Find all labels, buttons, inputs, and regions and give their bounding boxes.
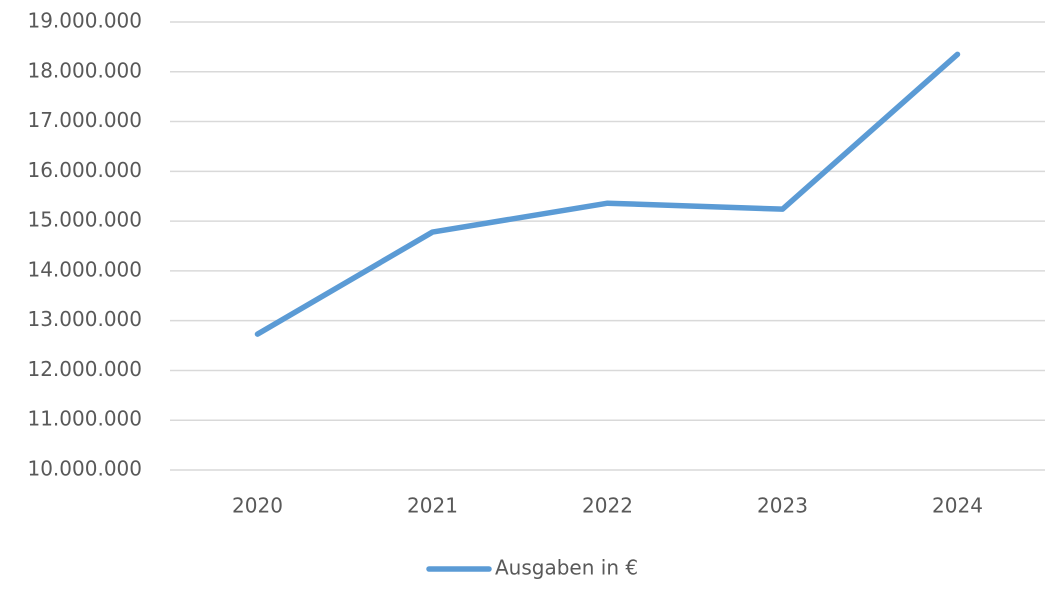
y-tick-label: 13.000.000 <box>27 307 142 331</box>
y-tick-label: 16.000.000 <box>27 158 142 182</box>
x-tick-label: 2024 <box>932 494 983 518</box>
y-tick-label: 19.000.000 <box>27 9 142 33</box>
y-tick-label: 15.000.000 <box>27 208 142 232</box>
y-tick-label: 17.000.000 <box>27 108 142 132</box>
x-tick-label: 2023 <box>757 494 808 518</box>
x-tick-label: 2020 <box>232 494 283 518</box>
y-tick-label: 11.000.000 <box>27 407 142 431</box>
data-line <box>254 51 961 337</box>
x-tick-label: 2022 <box>582 494 633 518</box>
y-tick-label: 12.000.000 <box>27 357 142 381</box>
y-tick-label: 10.000.000 <box>27 457 142 481</box>
x-tick-label: 2021 <box>407 494 458 518</box>
legend-label: Ausgaben in € <box>495 556 638 580</box>
y-tick-label: 18.000.000 <box>27 58 142 82</box>
y-tick-label: 14.000.000 <box>27 257 142 281</box>
